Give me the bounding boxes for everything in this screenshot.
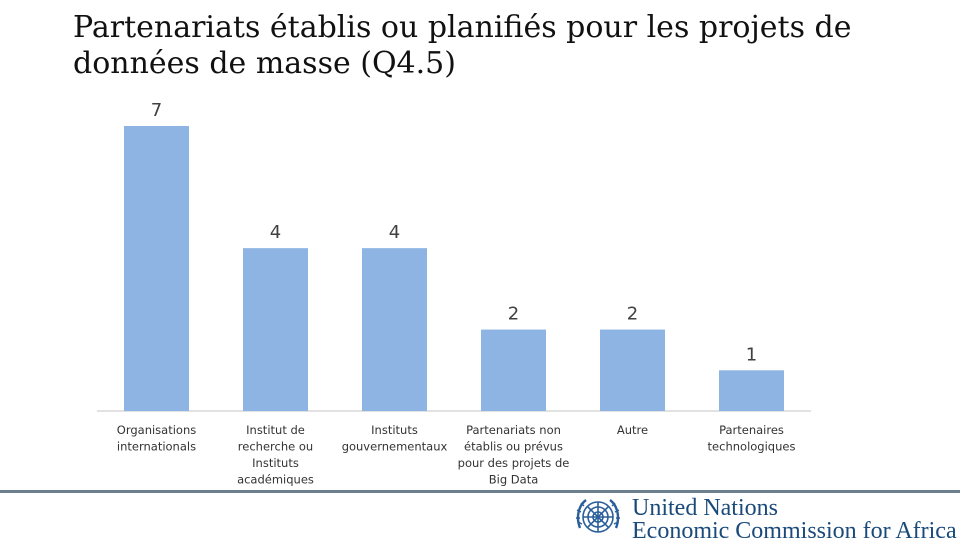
category-label-line: Big Data: [489, 473, 539, 487]
category-label-4: Autre: [617, 423, 648, 437]
footer-divider: [0, 490, 960, 493]
category-label-line: internationals: [117, 440, 196, 454]
category-label-line: académiques: [237, 473, 314, 487]
category-label-3: Partenariats non établis ou prévus pour de…: [458, 423, 570, 487]
data-label-1: 4: [270, 222, 281, 243]
bar-0: [124, 126, 189, 411]
category-label-line: Partenariats non: [466, 423, 561, 437]
category-label-0: Organisations internationals: [117, 423, 196, 454]
data-label-4: 2: [627, 304, 638, 325]
category-label-line: technologiques: [708, 440, 796, 454]
category-label-line: Instituts: [252, 456, 299, 470]
org-name: United Nations Economic Commission for A…: [632, 495, 957, 544]
bar-4: [600, 329, 665, 411]
title-line-1: Partenariats établis ou planifiés pour l…: [73, 10, 852, 45]
category-label-line: établis ou prévus: [464, 440, 563, 454]
category-label-line: Instituts: [371, 423, 418, 437]
category-label-1: Institut de recherche ou Instituts académiq…: [237, 423, 314, 487]
org-name-line-2: Economic Commission for Africa: [632, 518, 957, 544]
un-emblem-icon: [576, 499, 620, 533]
bar-5: [719, 370, 784, 411]
category-label-line: Partenaires: [719, 423, 784, 437]
category-label-line: gouvernementaux: [342, 440, 448, 454]
bar-3: [481, 329, 546, 411]
footer-branding: United Nations Economic Commission for A…: [570, 494, 960, 544]
org-name-line-1: United Nations: [632, 495, 778, 521]
bar-2: [362, 248, 427, 411]
data-label-2: 4: [389, 222, 400, 243]
category-label-line: pour des projets de: [458, 456, 570, 470]
data-label-3: 2: [508, 304, 519, 325]
category-label-2: Instituts gouvernementaux: [342, 423, 448, 454]
category-label-line: recherche ou: [238, 440, 313, 454]
title-line-2: données de masse (Q4.5): [73, 46, 456, 81]
data-label-5: 1: [746, 344, 757, 365]
category-label-line: Organisations: [117, 423, 196, 437]
slide-title: Partenariats établis ou planifiés pour l…: [73, 10, 933, 82]
data-label-0: 7: [151, 100, 162, 121]
category-label-line: Autre: [617, 423, 648, 437]
category-label-line: Institut de: [246, 423, 305, 437]
bar-1: [243, 248, 308, 411]
category-label-5: Partenaires technologiques: [708, 423, 796, 454]
